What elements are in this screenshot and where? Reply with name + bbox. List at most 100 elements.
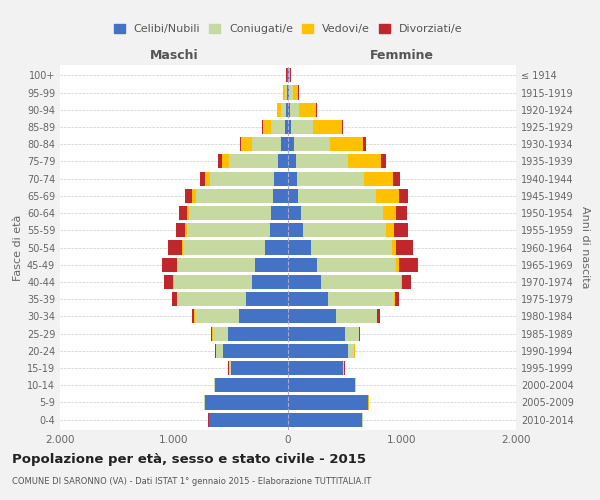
Bar <box>288 223 303 238</box>
Bar <box>183 240 265 254</box>
Bar <box>363 137 365 152</box>
Bar <box>288 292 328 306</box>
Bar <box>288 240 311 254</box>
Bar <box>218 154 222 168</box>
Bar <box>398 258 418 272</box>
Bar <box>288 310 336 324</box>
Bar <box>289 68 290 82</box>
Bar <box>386 223 394 238</box>
Bar <box>382 154 386 168</box>
Bar <box>281 102 286 117</box>
Bar <box>288 275 321 289</box>
Bar <box>182 240 183 254</box>
Y-axis label: Anni di nascita: Anni di nascita <box>580 206 590 289</box>
Bar <box>205 172 211 185</box>
Bar <box>288 102 290 117</box>
Bar <box>397 240 413 254</box>
Bar <box>288 412 362 426</box>
Bar <box>162 258 177 272</box>
Bar <box>288 396 368 409</box>
Bar <box>271 206 288 220</box>
Bar <box>397 258 398 272</box>
Bar <box>298 189 376 203</box>
Bar <box>383 206 397 220</box>
Bar <box>194 310 239 324</box>
Bar <box>299 102 316 117</box>
Bar <box>185 223 187 238</box>
Bar <box>395 292 399 306</box>
Bar <box>293 86 298 100</box>
Bar <box>223 344 288 358</box>
Bar <box>349 344 354 358</box>
Bar <box>289 86 293 100</box>
Bar <box>284 86 287 100</box>
Bar <box>216 344 223 358</box>
Text: Popolazione per età, sesso e stato civile - 2015: Popolazione per età, sesso e stato civil… <box>12 452 366 466</box>
Bar <box>288 361 343 375</box>
Bar <box>274 172 288 185</box>
Bar <box>288 172 297 185</box>
Bar <box>288 120 292 134</box>
Bar <box>311 240 392 254</box>
Bar <box>271 120 284 134</box>
Bar <box>172 292 177 306</box>
Bar <box>205 396 288 409</box>
Bar <box>241 137 251 152</box>
Bar <box>288 344 349 358</box>
Bar <box>377 310 380 324</box>
Text: Femmine: Femmine <box>370 50 434 62</box>
Bar <box>176 223 185 238</box>
Bar <box>213 326 227 340</box>
Bar <box>273 189 288 203</box>
Bar <box>288 258 317 272</box>
Bar <box>317 258 397 272</box>
Legend: Celibi/Nubili, Coniugati/e, Vedovi/e, Divorziati/e: Celibi/Nubili, Coniugati/e, Vedovi/e, Di… <box>109 20 467 39</box>
Bar <box>290 102 299 117</box>
Bar <box>189 206 271 220</box>
Bar <box>359 326 361 340</box>
Bar <box>301 206 383 220</box>
Bar <box>251 275 288 289</box>
Bar <box>292 120 313 134</box>
Bar <box>288 137 294 152</box>
Bar <box>231 361 288 375</box>
Bar <box>215 378 288 392</box>
Bar <box>246 292 288 306</box>
Bar <box>200 172 205 185</box>
Bar <box>287 86 288 100</box>
Bar <box>240 137 241 152</box>
Bar <box>174 275 251 289</box>
Bar <box>168 240 182 254</box>
Bar <box>185 189 192 203</box>
Bar <box>196 189 273 203</box>
Bar <box>394 223 408 238</box>
Bar <box>341 120 343 134</box>
Bar <box>187 223 270 238</box>
Bar <box>211 326 212 340</box>
Bar <box>402 275 411 289</box>
Bar <box>191 310 194 324</box>
Bar <box>303 223 386 238</box>
Bar <box>364 172 393 185</box>
Bar <box>328 292 394 306</box>
Bar <box>281 137 288 152</box>
Bar <box>313 120 341 134</box>
Bar <box>270 223 288 238</box>
Bar <box>393 172 400 185</box>
Bar <box>376 189 398 203</box>
Bar <box>211 172 274 185</box>
Bar <box>288 206 301 220</box>
Bar <box>187 206 189 220</box>
Bar <box>321 275 401 289</box>
Bar <box>288 189 298 203</box>
Bar <box>336 310 377 324</box>
Bar <box>164 275 173 289</box>
Bar <box>401 275 402 289</box>
Bar <box>251 137 281 152</box>
Text: COMUNE DI SARONNO (VA) - Dati ISTAT 1° gennaio 2015 - Elaborazione TUTTITALIA.IT: COMUNE DI SARONNO (VA) - Dati ISTAT 1° g… <box>12 478 371 486</box>
Bar <box>288 154 296 168</box>
Bar <box>296 154 349 168</box>
Bar <box>398 189 408 203</box>
Bar <box>229 154 278 168</box>
Bar <box>239 310 288 324</box>
